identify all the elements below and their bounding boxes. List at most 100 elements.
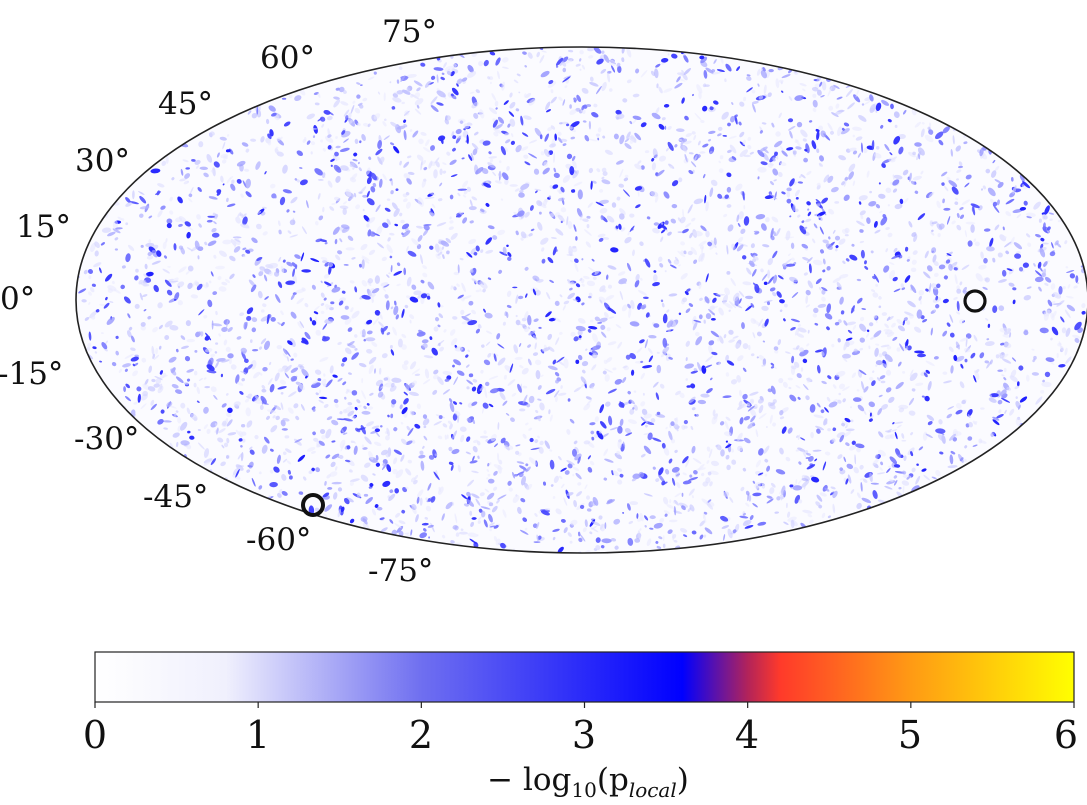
- noise-speck: [331, 453, 340, 460]
- noise-speck: [955, 402, 962, 409]
- noise-speck: [745, 295, 754, 300]
- noise-speck: [834, 321, 840, 326]
- noise-speck: [591, 364, 597, 371]
- noise-speck: [982, 185, 987, 190]
- noise-speck: [692, 321, 698, 331]
- noise-speck: [461, 282, 466, 292]
- noise-speck: [282, 164, 288, 174]
- noise-speck: [344, 396, 347, 400]
- noise-speck: [899, 198, 904, 205]
- noise-speck: [450, 338, 458, 346]
- noise-speck: [312, 431, 316, 436]
- noise-speck: [910, 267, 917, 272]
- noise-speck: [943, 207, 951, 211]
- noise-speck: [887, 232, 893, 238]
- noise-speck: [917, 213, 926, 221]
- noise-speck: [264, 296, 269, 300]
- noise-speck: [246, 307, 254, 315]
- noise-speck: [700, 393, 710, 398]
- noise-speck: [682, 456, 689, 464]
- noise-speck: [159, 372, 167, 380]
- noise-speck: [946, 176, 951, 182]
- noise-speck: [345, 247, 355, 251]
- noise-speck: [320, 310, 325, 315]
- noise-speck: [540, 151, 545, 156]
- noise-speck: [1033, 201, 1041, 210]
- noise-speck: [743, 216, 750, 226]
- colorbar-tick-labels: 0 1 2 3 4 5 6: [83, 713, 1078, 757]
- noise-speck: [956, 311, 961, 315]
- noise-speck: [696, 84, 703, 94]
- noise-speck: [522, 517, 528, 522]
- noise-speck: [377, 140, 382, 149]
- noise-speck: [211, 320, 214, 330]
- noise-speck: [747, 422, 755, 429]
- noise-speck: [752, 103, 756, 113]
- noise-speck: [811, 140, 817, 150]
- noise-speck: [363, 405, 367, 410]
- noise-speck: [739, 101, 745, 107]
- noise-speck: [396, 90, 404, 95]
- colorbar-tick-label-0: 0: [83, 713, 107, 757]
- noise-speck: [423, 528, 427, 532]
- noise-speck: [139, 213, 144, 218]
- noise-speck: [908, 151, 916, 158]
- noise-speck: [624, 174, 629, 178]
- noise-speck: [457, 264, 460, 274]
- noise-speck: [912, 175, 922, 181]
- noise-speck: [569, 104, 572, 109]
- noise-speck: [570, 259, 573, 263]
- noise-speck: [462, 217, 468, 224]
- noise-speck: [184, 355, 191, 362]
- noise-speck: [737, 355, 744, 362]
- noise-speck: [588, 292, 593, 297]
- noise-speck: [711, 71, 722, 75]
- noise-speck: [506, 304, 512, 309]
- noise-speck: [665, 426, 668, 430]
- noise-speck: [963, 141, 968, 145]
- noise-speck: [743, 415, 751, 421]
- noise-speck: [995, 354, 1000, 359]
- noise-speck: [816, 148, 820, 153]
- noise-speck: [112, 220, 119, 230]
- noise-speck: [704, 527, 713, 535]
- noise-speck: [734, 115, 738, 125]
- noise-speck: [244, 168, 250, 172]
- noise-speck: [194, 370, 198, 376]
- noise-speck: [294, 178, 298, 181]
- noise-speck: [138, 191, 145, 195]
- noise-speck: [780, 496, 783, 501]
- noise-speck: [160, 205, 166, 210]
- lat-label-75: 75°: [382, 14, 437, 50]
- noise-speck: [715, 293, 726, 296]
- noise-speck: [718, 335, 724, 344]
- noise-speck: [403, 267, 407, 276]
- noise-speck: [350, 307, 354, 313]
- noise-speck: [442, 162, 447, 165]
- noise-speck: [942, 198, 945, 204]
- noise-speck: [335, 145, 341, 149]
- noise-speck: [162, 241, 167, 250]
- noise-speck: [721, 111, 729, 120]
- noise-speck: [358, 263, 363, 268]
- noise-speck: [604, 522, 607, 529]
- noise-speck: [795, 146, 802, 150]
- noise-speck: [539, 402, 545, 411]
- noise-speck: [226, 134, 230, 137]
- noise-speck: [277, 492, 282, 498]
- noise-speck: [147, 315, 152, 320]
- noise-speck: [384, 294, 389, 299]
- noise-speck: [296, 297, 304, 305]
- noise-speck: [934, 131, 944, 140]
- noise-speck: [1012, 208, 1023, 214]
- noise-speck: [588, 325, 598, 330]
- noise-speck: [495, 57, 501, 66]
- noise-speck: [662, 337, 668, 348]
- noise-speck: [585, 495, 591, 500]
- lat-label-0: 0°: [0, 281, 35, 317]
- noise-speck: [786, 187, 792, 192]
- noise-speck: [87, 269, 94, 274]
- noise-speck: [481, 405, 485, 414]
- noise-speck: [821, 197, 829, 204]
- noise-speck: [802, 138, 807, 142]
